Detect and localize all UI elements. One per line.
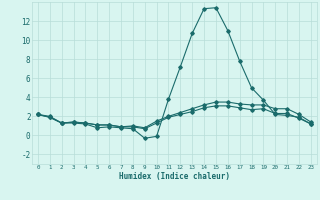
X-axis label: Humidex (Indice chaleur): Humidex (Indice chaleur)	[119, 172, 230, 181]
